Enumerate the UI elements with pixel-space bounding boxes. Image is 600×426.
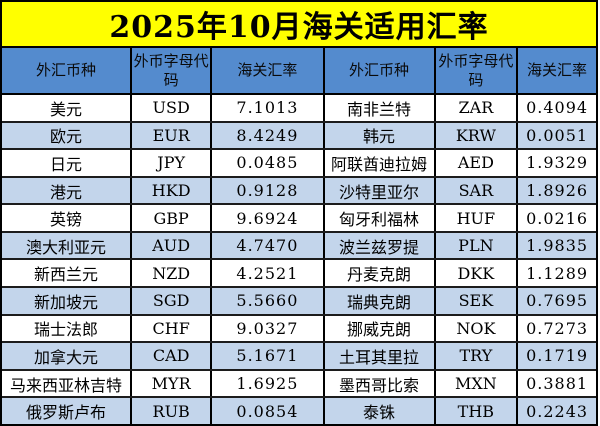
currency-cell: 瑞典克朗 <box>325 288 436 314</box>
rate-cell: 1.1289 <box>526 263 589 283</box>
currency-cell: 丹麦克朗 <box>325 260 436 287</box>
header-currency-right: 外汇币种 <box>325 48 436 93</box>
table-row: 新西兰元 NZD 4.2521 丹麦克朗 DKK 1.1289 <box>2 260 596 289</box>
table-header-row: 外汇币种 外币字母代码 海关汇率 外汇币种 外币字母代码 海关汇率 <box>2 48 596 95</box>
code-cell: HUF <box>436 205 519 231</box>
rate-cell: 0.0051 <box>526 125 589 145</box>
code-cell: AED <box>436 150 519 176</box>
code-cell: AUD <box>132 232 213 259</box>
table-row: 加拿大元 CAD 5.1671 土耳其里拉 TRY 0.1719 <box>2 343 596 371</box>
currency-cell: 英镑 <box>2 205 133 231</box>
rate-cell: 0.2243 <box>526 401 589 421</box>
rate-cell: 1.8926 <box>526 181 589 201</box>
currency-cell: 匈牙利福林 <box>325 205 436 231</box>
code-cell: SEK <box>436 288 519 314</box>
rate-cell: 0.7695 <box>526 291 589 311</box>
rate-cell: 0.3881 <box>526 374 589 394</box>
table-row: 美元 USD 7.1013 南非兰特 ZAR 0.4094 <box>2 95 596 123</box>
currency-cell: 俄罗斯卢布 <box>2 398 133 424</box>
currency-cell: 挪威克朗 <box>325 315 436 342</box>
currency-cell: 日元 <box>2 150 133 176</box>
table-row: 英镑 GBP 9.6924 匈牙利福林 HUF 0.0216 <box>2 205 596 233</box>
rate-cell: 9.0327 <box>212 315 325 342</box>
header-currency-left: 外汇币种 <box>2 48 133 93</box>
code-cell: PLN <box>436 232 519 259</box>
code-cell: JPY <box>132 150 213 176</box>
code-cell: NZD <box>132 260 213 287</box>
table-row: 瑞士法郎 CHF 9.0327 挪威克朗 NOK 0.7273 <box>2 315 596 344</box>
table-row: 港元 HKD 0.9128 沙特里亚尔 SAR 1.8926 <box>2 177 596 206</box>
currency-cell: 墨西哥比索 <box>325 370 436 397</box>
code-cell: TRY <box>436 343 519 369</box>
currency-cell: 欧元 <box>2 122 133 149</box>
rate-cell: 5.1671 <box>212 343 325 369</box>
table-row: 马来西亚林吉特 MYR 1.6925 墨西哥比索 MXN 0.3881 <box>2 370 596 399</box>
currency-cell: 美元 <box>2 95 133 121</box>
code-cell: SAR <box>436 177 519 204</box>
rate-cell: 0.0216 <box>526 208 589 228</box>
rate-cell: 1.9835 <box>526 236 589 256</box>
code-cell: CAD <box>132 343 213 369</box>
code-cell: SGD <box>132 288 213 314</box>
table-row: 俄罗斯卢布 RUB 0.0854 泰铢 THB 0.2243 <box>2 398 596 424</box>
currency-cell: 南非兰特 <box>325 95 436 121</box>
rate-cell: 7.1013 <box>212 95 325 121</box>
currency-cell: 阿联酋迪拉姆 <box>325 150 436 176</box>
rate-cell: 4.7470 <box>212 232 325 259</box>
header-rate-right: 海关汇率 <box>527 61 588 80</box>
table-body: 美元 USD 7.1013 南非兰特 ZAR 0.4094 欧元 EUR 8.4249 韩元 KRW… <box>2 95 596 424</box>
code-cell: NOK <box>436 315 519 342</box>
code-cell: EUR <box>132 122 213 149</box>
currency-cell: 马来西亚林吉特 <box>2 370 133 397</box>
code-cell: DKK <box>436 260 519 287</box>
currency-cell: 新西兰元 <box>2 260 133 287</box>
currency-cell: 港元 <box>2 177 133 204</box>
code-cell: CHF <box>132 315 213 342</box>
table-row: 澳大利亚元 AUD 4.7470 波兰兹罗提 PLN 1.9835 <box>2 232 596 261</box>
code-cell: MYR <box>132 370 213 397</box>
table-row: 日元 JPY 0.0485 阿联酋迪拉姆 AED 1.9329 <box>2 150 596 178</box>
code-cell: RUB <box>132 398 213 424</box>
rate-cell: 9.6924 <box>212 205 325 231</box>
code-cell: KRW <box>436 122 519 149</box>
table-title: 2025年10月海关适用汇率 <box>2 2 596 48</box>
currency-cell: 新加坡元 <box>2 288 133 314</box>
rate-cell: 1.9329 <box>526 153 589 173</box>
code-cell: HKD <box>132 177 213 204</box>
rate-cell: 0.1719 <box>526 346 589 366</box>
code-cell: THB <box>436 398 519 424</box>
currency-cell: 韩元 <box>325 122 436 149</box>
table-row: 欧元 EUR 8.4249 韩元 KRW 0.0051 <box>2 122 596 151</box>
code-cell: ZAR <box>436 95 519 121</box>
header-code-left: 外币字母代码 <box>132 48 213 93</box>
rate-cell: 0.9128 <box>212 177 325 204</box>
rate-cell: 5.5660 <box>212 288 325 314</box>
code-cell: MXN <box>436 370 519 397</box>
currency-cell: 加拿大元 <box>2 343 133 369</box>
table-row: 新加坡元 SGD 5.5660 瑞典克朗 SEK 0.7695 <box>2 288 596 316</box>
rate-cell: 0.4094 <box>526 98 589 118</box>
code-cell: GBP <box>132 205 213 231</box>
currency-cell: 澳大利亚元 <box>2 232 133 259</box>
rate-cell: 0.0485 <box>212 150 325 176</box>
currency-cell: 泰铢 <box>325 398 436 424</box>
currency-cell: 沙特里亚尔 <box>325 177 436 204</box>
header-rate-left: 海关汇率 <box>212 48 325 93</box>
header-code-right: 外币字母代码 <box>436 48 519 93</box>
rate-cell: 0.7273 <box>526 318 589 338</box>
currency-cell: 土耳其里拉 <box>325 343 436 369</box>
currency-cell: 瑞士法郎 <box>2 315 133 342</box>
rate-cell: 1.6925 <box>212 370 325 397</box>
rate-cell: 0.0854 <box>212 398 325 424</box>
currency-cell: 波兰兹罗提 <box>325 232 436 259</box>
code-cell: USD <box>132 95 213 121</box>
rate-cell: 8.4249 <box>212 122 325 149</box>
rate-cell: 4.2521 <box>212 260 325 287</box>
